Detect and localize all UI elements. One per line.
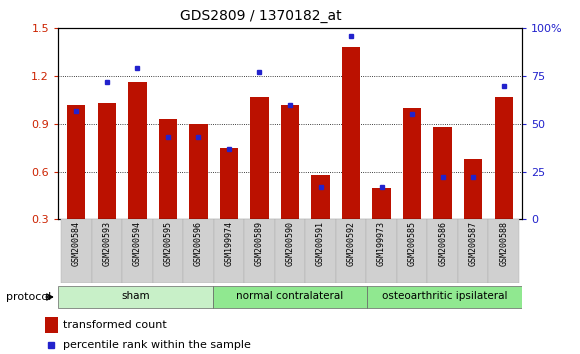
Bar [183, 219, 213, 283]
Text: GSM200594: GSM200594 [133, 221, 142, 267]
Bar [97, 103, 116, 219]
Bar [427, 219, 458, 283]
Bar [336, 219, 367, 283]
Text: GSM200593: GSM200593 [102, 221, 111, 267]
Bar [251, 97, 269, 219]
Bar [153, 219, 183, 283]
Text: percentile rank within the sample: percentile rank within the sample [63, 340, 251, 350]
Text: GDS2809 / 1370182_at: GDS2809 / 1370182_at [180, 9, 342, 23]
Bar [342, 47, 360, 219]
Bar [464, 159, 483, 219]
Bar [367, 286, 522, 308]
Bar [220, 148, 238, 219]
Bar [159, 119, 177, 219]
Text: GSM200586: GSM200586 [438, 221, 447, 267]
Bar [367, 219, 397, 283]
Text: GSM200592: GSM200592 [347, 221, 356, 267]
Bar [281, 105, 299, 219]
Bar [58, 286, 213, 308]
Text: sham: sham [121, 291, 150, 302]
Text: GSM200591: GSM200591 [316, 221, 325, 267]
Bar [495, 97, 513, 219]
Bar [488, 219, 519, 283]
Text: protocol: protocol [6, 292, 51, 302]
Text: osteoarthritic ipsilateral: osteoarthritic ipsilateral [382, 291, 508, 302]
Bar [45, 317, 57, 333]
Text: normal contralateral: normal contralateral [237, 291, 343, 302]
Bar [311, 175, 329, 219]
Text: GSM200588: GSM200588 [499, 221, 508, 267]
Text: GSM200590: GSM200590 [285, 221, 295, 267]
Bar [67, 105, 85, 219]
Text: GSM199974: GSM199974 [224, 221, 233, 267]
Text: GSM199973: GSM199973 [377, 221, 386, 267]
Text: GSM200584: GSM200584 [72, 221, 81, 267]
Bar [61, 219, 92, 283]
Text: GSM200595: GSM200595 [164, 221, 172, 267]
Text: GSM200587: GSM200587 [469, 221, 478, 267]
Bar [128, 82, 147, 219]
Bar [189, 124, 208, 219]
Bar [305, 219, 336, 283]
Text: GSM200589: GSM200589 [255, 221, 264, 267]
Bar [372, 188, 391, 219]
Bar [397, 219, 427, 283]
Bar [244, 219, 275, 283]
Bar [213, 219, 244, 283]
Bar [275, 219, 305, 283]
Bar [92, 219, 122, 283]
Bar [458, 219, 488, 283]
Bar [403, 108, 421, 219]
Bar [122, 219, 153, 283]
Bar [213, 286, 367, 308]
Bar [433, 127, 452, 219]
Text: transformed count: transformed count [63, 320, 166, 330]
Text: GSM200596: GSM200596 [194, 221, 203, 267]
Text: GSM200585: GSM200585 [408, 221, 416, 267]
